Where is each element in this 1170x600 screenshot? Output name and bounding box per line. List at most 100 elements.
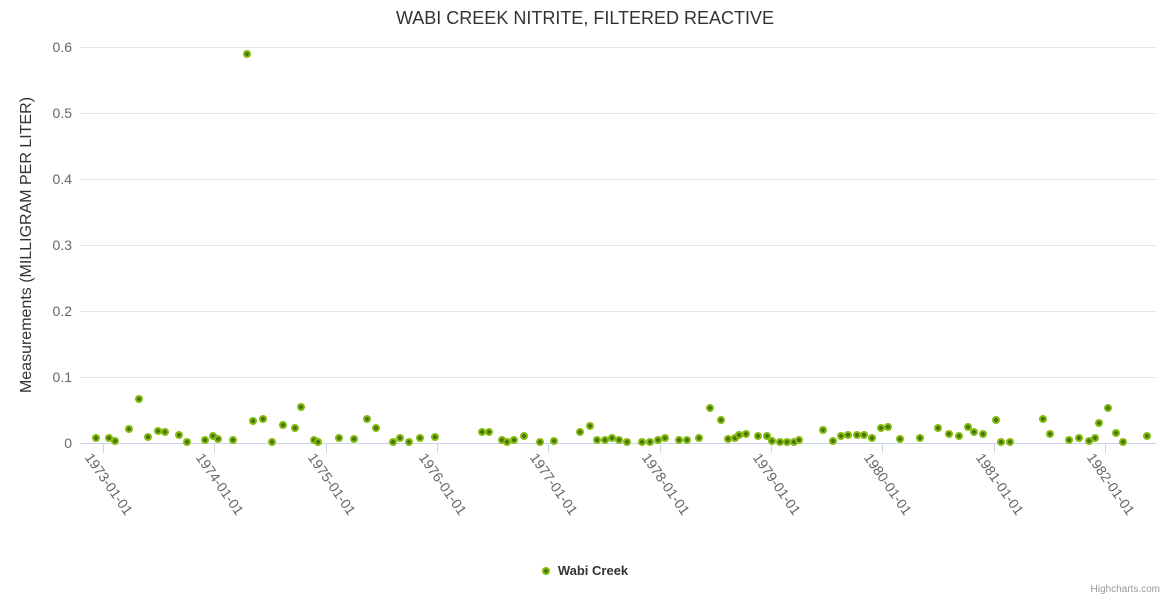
data-point[interactable] — [683, 435, 691, 444]
data-point[interactable] — [314, 437, 323, 446]
data-point[interactable] — [161, 428, 170, 437]
data-point[interactable] — [782, 437, 791, 446]
data-point[interactable] — [622, 438, 631, 447]
data-point[interactable] — [991, 415, 1000, 424]
data-point[interactable] — [1143, 432, 1152, 441]
data-point[interactable] — [335, 434, 344, 443]
data-point[interactable] — [134, 395, 143, 404]
data-point[interactable] — [654, 435, 663, 444]
data-point[interactable] — [404, 437, 413, 446]
data-point[interactable] — [477, 428, 486, 437]
data-point[interactable] — [105, 433, 114, 442]
data-point[interactable] — [607, 434, 616, 443]
data-point[interactable] — [735, 431, 744, 440]
data-point[interactable] — [1095, 419, 1104, 428]
data-point[interactable] — [576, 427, 585, 436]
data-point[interactable] — [174, 431, 183, 440]
data-point[interactable] — [818, 425, 827, 434]
data-point[interactable] — [550, 437, 559, 446]
data-point[interactable] — [290, 424, 299, 433]
highcharts-credits-link[interactable]: Highcharts.com — [1090, 584, 1160, 595]
data-point[interactable] — [395, 433, 404, 442]
data-point[interactable] — [963, 423, 972, 432]
data-point[interactable] — [593, 435, 602, 444]
data-point[interactable] — [91, 433, 100, 442]
data-point[interactable] — [228, 435, 237, 444]
data-point[interactable] — [497, 436, 506, 445]
data-point[interactable] — [267, 438, 276, 447]
data-point[interactable] — [124, 425, 133, 434]
data-point[interactable] — [724, 435, 733, 444]
data-point[interactable] — [586, 421, 595, 430]
data-point[interactable] — [915, 433, 924, 442]
data-point[interactable] — [519, 431, 528, 440]
data-point[interactable] — [996, 438, 1005, 447]
data-point[interactable] — [209, 432, 218, 441]
data-point[interactable] — [200, 436, 209, 445]
data-point[interactable] — [536, 438, 545, 447]
data-point[interactable] — [754, 431, 763, 440]
data-point[interactable] — [510, 435, 519, 444]
data-point[interactable] — [1085, 437, 1094, 446]
data-point[interactable] — [646, 437, 655, 446]
data-point[interactable] — [154, 427, 163, 436]
data-point[interactable] — [638, 438, 647, 447]
data-point[interactable] — [248, 417, 257, 426]
data-point[interactable] — [363, 415, 372, 424]
data-point[interactable] — [829, 437, 838, 446]
data-point[interactable] — [694, 434, 703, 443]
data-point[interactable] — [372, 423, 381, 432]
data-point[interactable] — [349, 435, 358, 444]
data-point[interactable] — [242, 49, 251, 58]
data-point[interactable] — [843, 431, 852, 440]
data-point[interactable] — [1006, 438, 1015, 447]
data-point[interactable] — [852, 431, 861, 440]
data-point[interactable] — [867, 433, 876, 442]
data-point[interactable] — [883, 422, 892, 431]
data-point[interactable] — [661, 434, 670, 443]
data-point[interactable] — [431, 433, 440, 442]
data-point[interactable] — [837, 432, 846, 441]
data-point[interactable] — [730, 433, 739, 442]
data-point[interactable] — [954, 432, 963, 441]
data-point[interactable] — [614, 436, 623, 445]
data-point[interactable] — [876, 424, 885, 433]
data-point[interactable] — [1064, 435, 1073, 444]
data-point[interactable] — [741, 430, 750, 439]
data-point[interactable] — [969, 427, 978, 436]
data-point[interactable] — [933, 423, 942, 432]
data-point[interactable] — [896, 435, 905, 444]
data-point[interactable] — [484, 427, 493, 436]
data-point[interactable] — [1104, 404, 1113, 413]
data-point[interactable] — [309, 435, 318, 444]
data-point[interactable] — [213, 435, 222, 444]
data-point[interactable] — [795, 435, 804, 444]
data-point[interactable] — [860, 431, 869, 440]
data-point[interactable] — [979, 430, 988, 439]
data-point[interactable] — [789, 438, 798, 447]
data-point[interactable] — [296, 403, 305, 412]
data-point[interactable] — [111, 437, 120, 446]
data-point[interactable] — [183, 438, 192, 447]
data-point[interactable] — [1046, 430, 1055, 439]
data-point[interactable] — [768, 437, 777, 446]
data-point[interactable] — [1074, 433, 1083, 442]
data-point[interactable] — [1039, 414, 1048, 423]
data-point[interactable] — [716, 415, 725, 424]
legend-item-wabi-creek[interactable]: Wabi Creek — [0, 563, 1170, 578]
data-point[interactable] — [762, 432, 771, 441]
data-point[interactable] — [1111, 429, 1120, 438]
data-point[interactable] — [279, 420, 288, 429]
data-point[interactable] — [1090, 433, 1099, 442]
data-point[interactable] — [388, 437, 397, 446]
data-point[interactable] — [1119, 437, 1128, 446]
data-point[interactable] — [600, 436, 609, 445]
data-point[interactable] — [775, 438, 784, 447]
data-point[interactable] — [503, 438, 512, 447]
data-point[interactable] — [705, 404, 714, 413]
data-point[interactable] — [259, 414, 268, 423]
data-point[interactable] — [674, 435, 683, 444]
data-point[interactable] — [416, 434, 425, 443]
data-point[interactable] — [944, 430, 953, 439]
data-point[interactable] — [144, 433, 153, 442]
